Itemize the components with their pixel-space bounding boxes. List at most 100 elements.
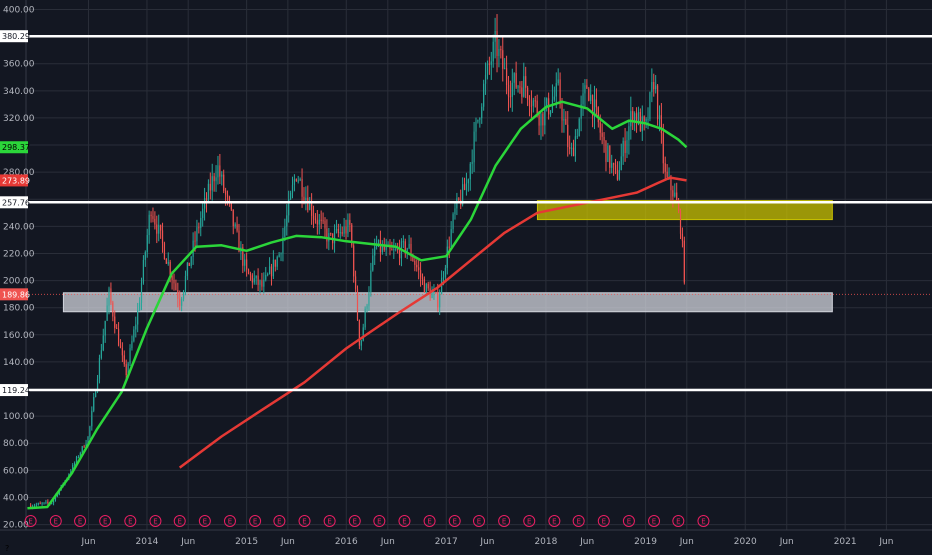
candle-body (473, 131, 475, 163)
earnings-marker (249, 515, 262, 527)
candle-body (284, 226, 286, 237)
candle-body (362, 327, 364, 341)
candle-body (557, 79, 559, 84)
earnings-marker (498, 515, 511, 527)
candle-body (653, 81, 655, 90)
earnings-marker (448, 515, 461, 527)
candle-body (211, 176, 213, 191)
candle-body (393, 249, 395, 251)
candle-body (158, 224, 160, 234)
candle-body (276, 256, 278, 267)
candle-body (116, 327, 118, 329)
candle-body (129, 348, 131, 364)
candle-body (595, 99, 598, 108)
level-tag-bg (0, 30, 28, 43)
candle-body (528, 99, 531, 106)
candle-body (142, 259, 145, 283)
candle-body (620, 156, 622, 171)
candle-body (530, 105, 533, 107)
y-tick-label: 240.00 (3, 222, 35, 232)
candle-body (347, 219, 349, 234)
candle-body (282, 236, 284, 254)
level-tag-bg (0, 384, 28, 397)
candle-body (163, 243, 166, 259)
x-tick-label: Jun (180, 537, 195, 547)
candle-body (431, 293, 433, 299)
candle-body (614, 164, 617, 170)
candle-body (540, 113, 542, 126)
candle-body (507, 84, 510, 97)
candle-body (635, 113, 638, 124)
candle-body (591, 95, 594, 117)
candle-body (171, 275, 173, 280)
x-tick-label: 2015 (235, 537, 258, 547)
candle-body (418, 267, 420, 271)
candle-body (570, 147, 573, 149)
earnings-marker (697, 515, 710, 527)
candle-body (108, 288, 110, 306)
candle-body (599, 122, 601, 133)
candle-body (324, 220, 326, 229)
candle-body (291, 184, 294, 193)
level-tag: 119.24 (2, 386, 30, 395)
candle-body (301, 179, 303, 197)
candle-body (397, 248, 399, 250)
candle-body (35, 504, 37, 506)
earnings-marker (323, 515, 336, 527)
candle-body (527, 87, 529, 100)
candle-body (270, 266, 273, 277)
candle-body (39, 503, 41, 505)
candle-body (200, 217, 202, 228)
candle-body (349, 219, 351, 225)
earnings-marker (149, 515, 162, 527)
candle-body (467, 179, 469, 184)
earnings-marker-label: E (552, 518, 556, 526)
candle-body (481, 106, 483, 119)
candle-body (446, 246, 448, 268)
earnings-marker (572, 515, 585, 527)
candle-body (123, 355, 125, 365)
candle-body (295, 179, 297, 181)
candle-body (293, 179, 296, 185)
corner-label: ? (5, 544, 10, 553)
candle-body (410, 243, 412, 257)
candle-body (477, 119, 479, 122)
candle-body (565, 119, 567, 125)
candle-body (406, 248, 408, 254)
x-tick-label: 2020 (734, 537, 757, 547)
earnings-marker (373, 515, 386, 527)
y-tick-label: 180.00 (3, 304, 35, 314)
candle-body (377, 239, 380, 247)
earnings-marker-label: E (153, 518, 157, 526)
price-tag-bg (0, 141, 28, 154)
x-tick-label: 2014 (136, 537, 159, 547)
candle-body (198, 227, 200, 229)
candle-body (127, 363, 129, 376)
y-tick-label: 320.00 (3, 114, 35, 124)
candle-body (649, 92, 651, 120)
candle-body (511, 82, 513, 97)
candle-body (184, 275, 187, 291)
candle-body (37, 503, 39, 505)
candle-body (74, 462, 76, 465)
earnings-marker-label: E (54, 518, 58, 526)
candle-body (488, 63, 490, 65)
x-tick-label: Jun (579, 537, 594, 547)
settings-corner[interactable]: ? (5, 536, 9, 555)
candle-body (496, 30, 498, 57)
candle-body (251, 275, 253, 283)
earnings-marker (423, 515, 436, 527)
candle-body (651, 81, 653, 93)
candle-body (645, 119, 647, 122)
earnings-marker-label: E (627, 518, 631, 526)
candle-body (188, 262, 190, 266)
candle-body (572, 147, 575, 157)
price-tag: 189.86 (2, 290, 30, 299)
candle-body (33, 505, 36, 507)
earnings-marker (124, 515, 137, 527)
candle-body (343, 226, 345, 234)
earnings-marker-label: E (427, 518, 431, 526)
candle-body (679, 211, 682, 234)
candle-body (114, 316, 116, 328)
